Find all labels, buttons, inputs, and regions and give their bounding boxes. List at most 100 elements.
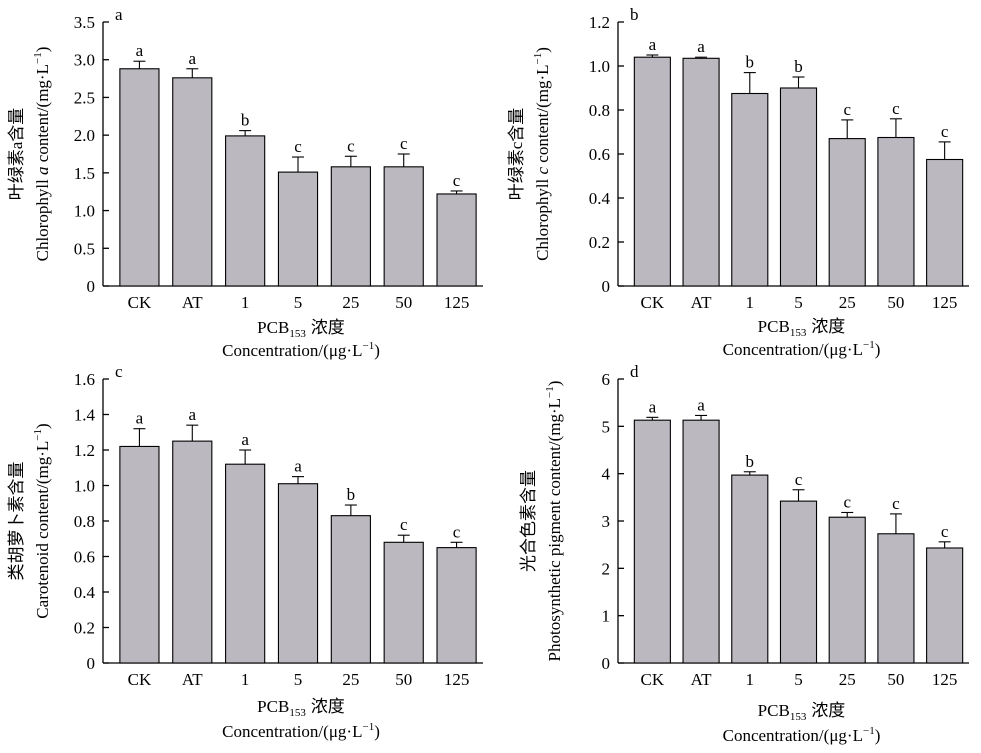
x-tick-label: CK [128, 670, 152, 689]
y-tick-label: 0 [602, 277, 611, 296]
significance-label: c [795, 470, 803, 489]
y-tick-label: 1.2 [74, 441, 95, 460]
bar-c-50 [383, 541, 424, 664]
bar-c-1 [225, 463, 266, 664]
y-tick-label: 2 [602, 559, 611, 578]
bar-b-5 [779, 87, 818, 287]
significance-label: b [347, 485, 356, 504]
bar-d-50 [877, 533, 915, 664]
y-tick-label: 4 [602, 465, 611, 484]
x-axis-title-line1: PCB153 浓度 [257, 697, 345, 719]
y-tick-label: 1 [602, 607, 611, 626]
x-axis-title-line2: Concentration/(μg·L−1) [723, 725, 881, 745]
x-tick-label: CK [641, 293, 665, 312]
bar-b-AT [682, 57, 720, 287]
x-tick-label: 5 [294, 670, 303, 689]
significance-label: a [136, 41, 144, 60]
significance-label: b [241, 111, 250, 130]
y-axis-title-line2: Chlorophyll c content/(mg·L−1) [532, 47, 552, 261]
y-tick-label: 0.2 [589, 233, 610, 252]
significance-label: b [746, 53, 755, 72]
bar-d-CK [633, 419, 671, 664]
bar-a-5 [277, 171, 319, 287]
x-tick-label: 125 [932, 670, 958, 689]
y-tick-label: 1.6 [74, 370, 95, 389]
x-tick-label: AT [182, 670, 203, 689]
y-tick-label: 1.0 [74, 477, 95, 496]
x-tick-label: 1 [746, 670, 755, 689]
y-axis-title-line1: 叶绿素a含量 [7, 108, 26, 201]
significance-label: a [697, 395, 705, 414]
x-tick-label: 5 [294, 293, 303, 312]
bar-a-CK [119, 68, 160, 287]
y-tick-label: 0 [87, 277, 96, 296]
y-tick-label: 1.0 [589, 57, 610, 76]
panel-label: b [630, 5, 639, 24]
x-tick-label: 50 [395, 293, 412, 312]
y-tick-label: 0.2 [74, 619, 95, 638]
y-tick-label: 0.5 [74, 239, 95, 258]
bar-c-25 [330, 515, 371, 664]
y-tick-label: 0.4 [589, 189, 611, 208]
significance-label: c [892, 99, 900, 118]
y-tick-label: 2.5 [74, 88, 95, 107]
significance-label: c [892, 494, 900, 513]
x-tick-label: 125 [444, 670, 470, 689]
y-tick-label: 3 [602, 512, 611, 531]
significance-label: a [189, 405, 197, 424]
chart-panel-b: 00.20.40.60.81.01.2 baCKaATb1b5c25c50c125… [507, 5, 969, 359]
chart-panel-c: 0 0.2 0.4 0.6 0.8 1.0 1.2 1.4 1.6 c a CK a AT a 1 a 5 b 25 c… [7, 362, 483, 741]
x-tick-label: 50 [395, 670, 412, 689]
x-tick-label: CK [128, 293, 152, 312]
y-tick-label: 1.2 [589, 13, 610, 32]
y-tick-label: 5 [602, 417, 611, 436]
bar-c-5 [277, 483, 319, 664]
x-tick-label: CK [641, 670, 665, 689]
panel-label: a [115, 5, 123, 24]
y-axis-title-line1: 光合色素含量 [519, 470, 538, 572]
bar-b-1 [731, 92, 769, 287]
significance-label: c [941, 122, 949, 141]
significance-label: a [241, 430, 249, 449]
x-tick-label: 5 [794, 670, 803, 689]
bar-a-50 [383, 166, 424, 287]
significance-label: a [294, 457, 302, 476]
x-tick-label: 25 [839, 670, 856, 689]
x-tick-label: 1 [746, 293, 755, 312]
bar-d-125 [926, 547, 964, 664]
significance-label: a [649, 35, 657, 54]
bar-b-125 [926, 158, 964, 287]
x-axis-title-line1: PCB153 浓度 [257, 318, 345, 340]
y-axis-title-line2: Carotenoid content/(mg·L−1) [32, 423, 52, 618]
y-tick-label: 1.5 [74, 164, 95, 183]
y-axis-title-line1: 叶绿素c含量 [507, 108, 526, 201]
significance-label: c [843, 492, 851, 511]
x-axis-title-line2: Concentration/(μg·L−1) [222, 340, 380, 360]
y-tick-label: 0 [602, 654, 611, 673]
y-tick-label: 0.8 [74, 512, 95, 531]
x-tick-label: AT [691, 670, 712, 689]
significance-label: c [294, 137, 302, 156]
x-tick-label: 25 [839, 293, 856, 312]
bar-a-AT [172, 77, 213, 287]
x-tick-label: 5 [794, 293, 803, 312]
significance-label: b [794, 57, 803, 76]
bar-d-5 [779, 500, 818, 664]
x-tick-label: 25 [342, 293, 359, 312]
bar-c-125 [436, 547, 477, 664]
y-tick-label: 3.0 [74, 51, 95, 70]
x-tick-label: 125 [444, 293, 470, 312]
significance-label: c [347, 136, 355, 155]
y-tick-label: 0 [87, 654, 96, 673]
x-tick-label: 1 [241, 670, 250, 689]
bar-a-1 [225, 135, 266, 287]
panel-label: d [630, 362, 639, 381]
bar-d-AT [682, 419, 720, 664]
significance-label: c [941, 522, 949, 541]
y-tick-label: 0.6 [589, 145, 610, 164]
chart-panel-a: 00.51.01.52.02.53.03.5 aaCKaATb1c5c25c50c… [7, 5, 483, 360]
significance-label: c [400, 134, 408, 153]
panel-label: c [115, 362, 123, 381]
